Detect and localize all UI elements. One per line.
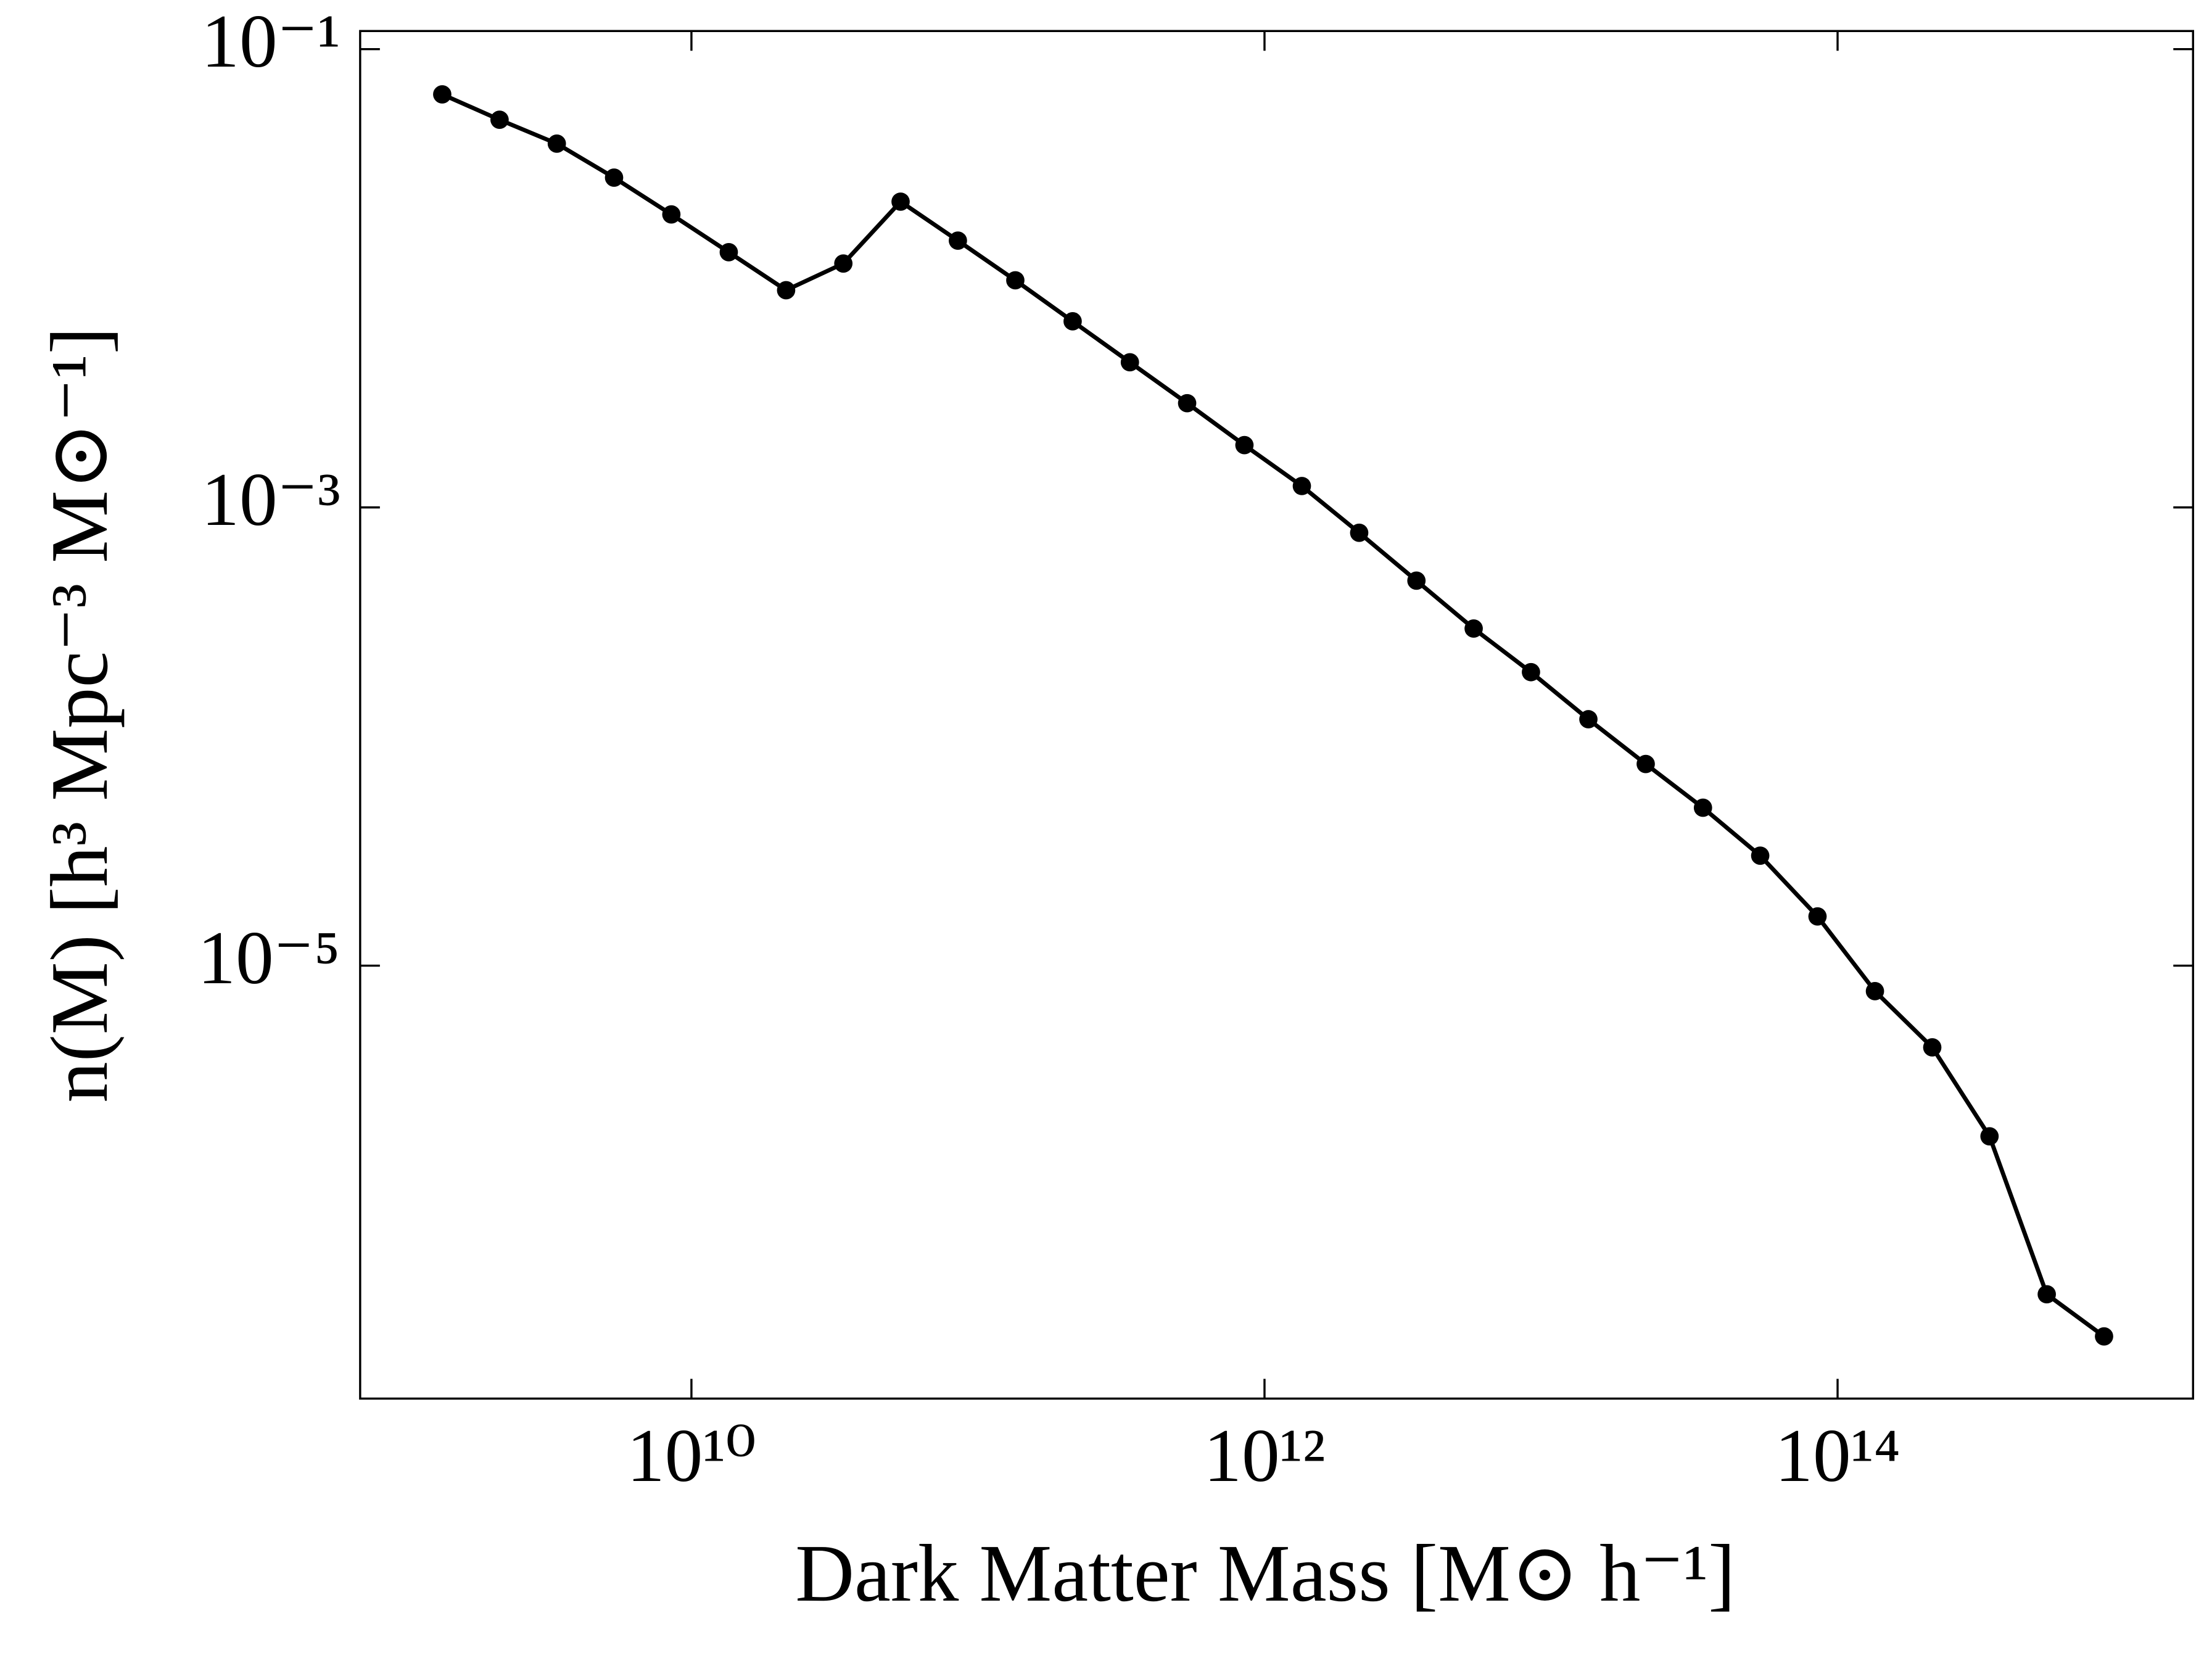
data-point — [662, 205, 681, 224]
data-point — [1693, 798, 1712, 817]
data-point — [547, 134, 566, 153]
y-axis-label: n(M) [h³ Mpc⁻³ M⊙⁻¹] — [34, 327, 125, 1103]
data-point — [1980, 1127, 1999, 1146]
data-point — [834, 254, 853, 273]
data-point — [1063, 312, 1082, 331]
data-point — [891, 192, 910, 211]
data-point — [1407, 571, 1426, 590]
data-point — [2095, 1327, 2113, 1346]
data-point — [1120, 353, 1139, 372]
x-tick-label: 10¹² — [1203, 1413, 1325, 1498]
data-point — [777, 281, 796, 300]
data-point — [1350, 523, 1369, 542]
x-tick-label: 10¹⁴ — [1775, 1413, 1900, 1498]
data-point — [2037, 1285, 2056, 1304]
x-axis-label: Dark Matter Mass [M⊙ h⁻¹] — [795, 1528, 1735, 1619]
data-point — [1923, 1038, 1942, 1057]
y-tick-label: 10⁻¹ — [201, 0, 340, 83]
data-point — [1636, 754, 1655, 773]
data-point — [1006, 271, 1025, 290]
data-point — [1464, 619, 1483, 638]
data-point — [1751, 846, 1770, 865]
data-point — [1522, 662, 1540, 682]
data-point — [1292, 477, 1311, 495]
data-point — [949, 231, 967, 250]
data-point — [719, 242, 738, 262]
y-tick-label: 10⁻³ — [201, 457, 340, 542]
data-point — [490, 110, 509, 129]
data-point — [1579, 710, 1598, 728]
series-line — [441, 92, 2106, 1338]
data-point — [1178, 394, 1197, 413]
data-point — [605, 168, 624, 187]
y-tick-label: 10⁻⁵ — [197, 915, 340, 1000]
data-point — [1865, 982, 1884, 1000]
data-point — [1235, 435, 1254, 455]
data-point — [433, 85, 452, 104]
x-tick-label: 10¹⁰ — [627, 1413, 756, 1498]
data-point — [1808, 907, 1827, 926]
plot-frame — [359, 30, 2194, 1400]
